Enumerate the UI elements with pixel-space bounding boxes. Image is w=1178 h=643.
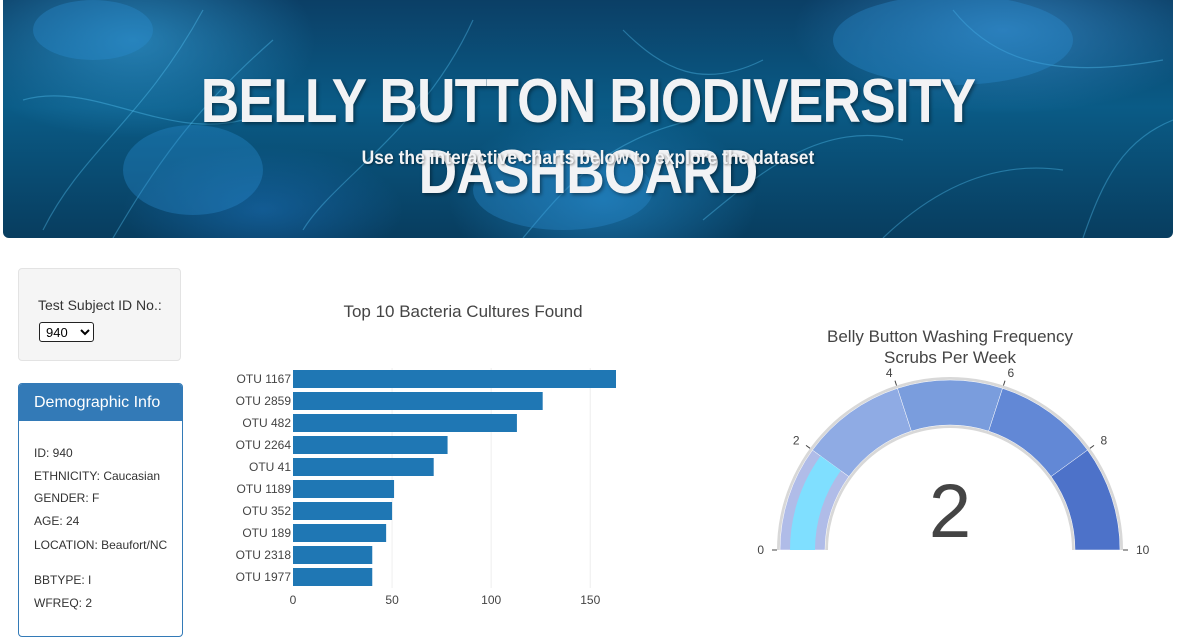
page-title: BELLY BUTTON BIODIVERSITY DASHBOARD — [200, 67, 976, 207]
bar-y-tick-label: OTU 2318 — [236, 548, 292, 562]
bar-chart[interactable]: 0 50 100 150 OTU 1167 OTU 2859 OTU 482 OTU 2264… — [200, 360, 660, 610]
bar-x-tick-label: 0 — [290, 593, 297, 607]
bar-otu-482[interactable] — [293, 414, 517, 432]
demographic-id: ID: 940 — [34, 446, 73, 460]
gauge-value-number: 2 — [929, 469, 971, 554]
demographic-age: AGE: 24 — [34, 514, 80, 528]
gauge-tick — [1002, 380, 1006, 386]
header-banner: BELLY BUTTON BIODIVERSITY DASHBOARD Use … — [3, 0, 1173, 238]
bar-otu-1977[interactable] — [293, 568, 373, 586]
bar-y-tick-label: OTU 41 — [249, 460, 291, 474]
gauge-title: Belly Button Washing Frequency Scrubs Pe… — [780, 326, 1120, 368]
gauge-tick-label: 0 — [757, 543, 764, 557]
gauge-tick-label: 8 — [1100, 434, 1107, 448]
bar-otu-2318[interactable] — [293, 546, 373, 564]
demographic-info-heading: Demographic Info — [19, 384, 182, 421]
bar-y-tick-label: OTU 1977 — [236, 570, 292, 584]
bar-otu-352[interactable] — [293, 502, 393, 520]
gauge-step-band — [897, 379, 1003, 432]
bacteria-background-image — [22, 0, 1173, 238]
gauge-subtitle-line: Scrubs Per Week — [884, 348, 1016, 367]
bar-otu-1189[interactable] — [293, 480, 395, 498]
gauge-tick — [805, 444, 811, 449]
bar-x-tick-label: 50 — [385, 593, 399, 607]
gauge-tick-label: 6 — [1007, 366, 1014, 380]
bar-y-tick-label: OTU 482 — [242, 416, 291, 430]
demographic-gender: GENDER: F — [34, 491, 100, 505]
gauge-step-band — [1050, 449, 1121, 551]
demographic-wfreq: WFREQ: 2 — [34, 596, 93, 610]
bar-otu-1167[interactable] — [293, 370, 616, 388]
gauge-tick-label: 10 — [1136, 543, 1150, 557]
bar-otu-2859[interactable] — [293, 392, 543, 410]
demographic-ethnicity: ETHNICITY: Caucasian — [34, 469, 161, 483]
gauge-tick-label: 2 — [793, 434, 800, 448]
bar-y-tick-label: OTU 2264 — [236, 438, 292, 452]
demographic-bbtype: BBTYPE: I — [34, 573, 92, 587]
subject-selector-panel: Test Subject ID No.: 940 — [18, 268, 181, 361]
bar-chart-title: Top 10 Bacteria Cultures Found — [343, 302, 583, 321]
gauge-tick — [894, 380, 898, 386]
page-subtitle: Use the interactive charts below to expl… — [361, 148, 815, 169]
bar-x-tick-label: 150 — [580, 593, 600, 607]
bar-y-tick-label: OTU 1167 — [237, 372, 292, 386]
gauge-tick — [1089, 444, 1095, 449]
bar-x-tick-label: 100 — [481, 593, 501, 607]
bar-otu-41[interactable] — [293, 458, 434, 476]
bar-otu-189[interactable] — [293, 524, 387, 542]
gauge-tick-label: 4 — [886, 366, 893, 380]
subject-id-dropdown[interactable]: 940 — [39, 322, 94, 342]
demographic-info-panel: Demographic Info ID: 940 ETHNICITY: Cauc… — [18, 383, 183, 637]
bar-y-tick-label: OTU 189 — [242, 526, 291, 540]
subject-selector-label: Test Subject ID No.: — [38, 297, 162, 313]
gauge-title-line: Belly Button Washing Frequency — [827, 327, 1073, 346]
bar-y-tick-label: OTU 352 — [242, 504, 291, 518]
gauge-chart[interactable]: 0 2 4 6 8 10 2 — [740, 360, 1160, 570]
bar-y-tick-label: OTU 2859 — [236, 394, 292, 408]
demographic-location: LOCATION: Beaufort/NC — [34, 538, 168, 552]
bar-y-tick-label: OTU 1189 — [237, 482, 292, 496]
bar-otu-2264[interactable] — [293, 436, 448, 454]
gauge-value-bar[interactable] — [790, 455, 841, 550]
